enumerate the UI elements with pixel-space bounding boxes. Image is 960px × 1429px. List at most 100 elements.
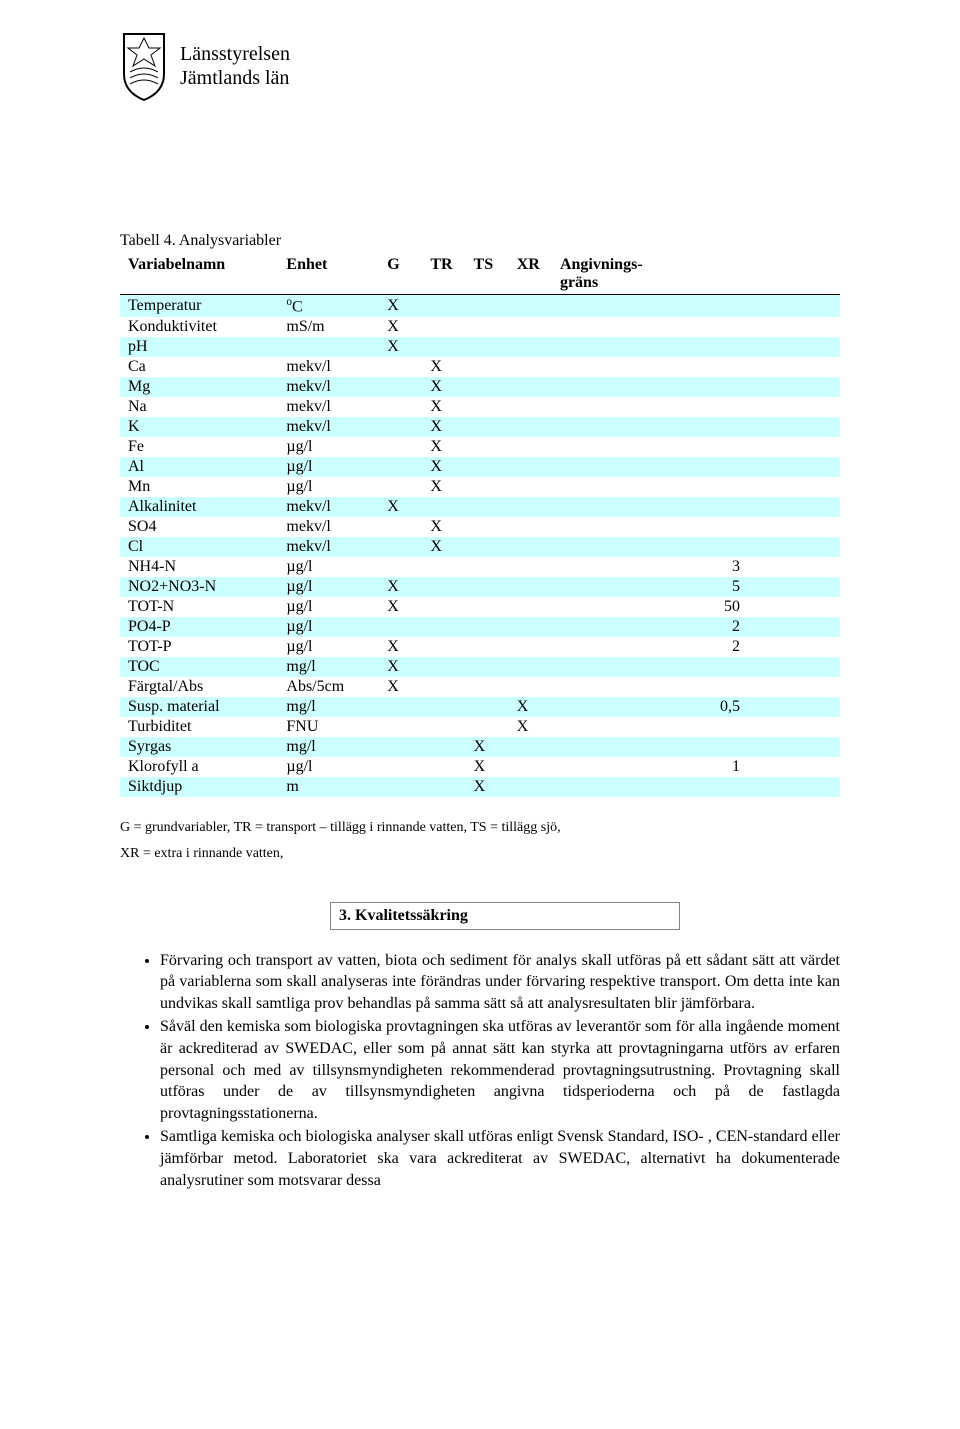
table-cell	[466, 317, 509, 337]
table-cell: X	[379, 497, 422, 517]
table-cell: m	[278, 777, 379, 797]
table-cell	[466, 357, 509, 377]
table-row: Susp. materialmg/lX0,5	[120, 697, 840, 717]
table-cell	[552, 357, 840, 377]
table-cell: X	[422, 517, 465, 537]
table-row: Färgtal/AbsAbs/5cmX	[120, 677, 840, 697]
table-cell: Mg	[120, 377, 278, 397]
table-cell	[552, 295, 840, 318]
table-cell	[422, 295, 465, 318]
table-cell	[509, 377, 552, 397]
table-cell: 5	[552, 577, 840, 597]
table-cell: SO4	[120, 517, 278, 537]
table-cell: µg/l	[278, 617, 379, 637]
table-row: Alµg/lX	[120, 457, 840, 477]
table-cell: X	[379, 577, 422, 597]
table-cell	[379, 537, 422, 557]
table-cell: X	[422, 457, 465, 477]
table-header-row: Variabelnamn Enhet G TR TS XR Angivnings…	[120, 254, 840, 295]
table-cell	[466, 597, 509, 617]
table-cell	[278, 337, 379, 357]
table-cell	[509, 437, 552, 457]
table-cell	[552, 457, 840, 477]
table-cell: X	[379, 337, 422, 357]
table-cell: X	[466, 777, 509, 797]
org-name: Länsstyrelsen Jämtlands län	[180, 42, 290, 90]
table-cell: Cl	[120, 537, 278, 557]
table-cell	[466, 537, 509, 557]
table-cell: TOC	[120, 657, 278, 677]
crest-icon	[120, 30, 168, 102]
table-cell: X	[379, 317, 422, 337]
table-cell	[466, 717, 509, 737]
col-variabelnamn: Variabelnamn	[120, 254, 278, 295]
table-cell	[552, 537, 840, 557]
table-cell	[552, 397, 840, 417]
table-cell: X	[379, 637, 422, 657]
table-cell	[422, 557, 465, 577]
table-cell	[509, 597, 552, 617]
col-xr: XR	[509, 254, 552, 295]
table-cell: 50	[552, 597, 840, 617]
table-cell: X	[379, 295, 422, 318]
section-heading-box: 3. Kvalitetssäkring	[330, 902, 680, 930]
document-header: Länsstyrelsen Jämtlands län	[120, 30, 840, 102]
table-cell: 0,5	[552, 697, 840, 717]
table-cell	[552, 337, 840, 357]
table-cell	[379, 377, 422, 397]
table-cell	[509, 557, 552, 577]
table-cell	[509, 577, 552, 597]
list-item: Såväl den kemiska som biologiska provtag…	[160, 1016, 840, 1124]
table-cell: mekv/l	[278, 497, 379, 517]
table-cell: X	[422, 437, 465, 457]
table-cell: mekv/l	[278, 517, 379, 537]
table-row: Siktdjupm X	[120, 777, 840, 797]
table-cell	[379, 737, 422, 757]
table-cell: X	[422, 477, 465, 497]
table-cell: 1	[552, 757, 840, 777]
table-cell	[466, 397, 509, 417]
table-cell: Turbiditet	[120, 717, 278, 737]
table-cell: X	[422, 397, 465, 417]
table-cell	[466, 517, 509, 537]
table-cell	[509, 737, 552, 757]
table-cell	[422, 337, 465, 357]
table-row: NH4-Nµg/l3	[120, 557, 840, 577]
table-cell: FNU	[278, 717, 379, 737]
table-cell: Siktdjup	[120, 777, 278, 797]
table-cell: mg/l	[278, 697, 379, 717]
table-cell: 2	[552, 617, 840, 637]
table-cell	[422, 697, 465, 717]
table-cell	[552, 777, 840, 797]
table-cell: X	[509, 697, 552, 717]
table-cell	[466, 637, 509, 657]
table-cell: mg/l	[278, 657, 379, 677]
col-g: G	[379, 254, 422, 295]
table-cell	[422, 617, 465, 637]
table-cell	[509, 317, 552, 337]
table-row: TOT-Pµg/lX2	[120, 637, 840, 657]
table-cell	[379, 517, 422, 537]
table-cell: µg/l	[278, 457, 379, 477]
table-cell	[552, 657, 840, 677]
col-angivningsgrans: Angivnings-gräns	[552, 254, 840, 295]
table-cell: PO4-P	[120, 617, 278, 637]
list-item: Förvaring och transport av vatten, biota…	[160, 950, 840, 1015]
table-cell: mS/m	[278, 317, 379, 337]
table-cell: pH	[120, 337, 278, 357]
table-cell	[422, 717, 465, 737]
table-row: Namekv/lX	[120, 397, 840, 417]
table-cell	[422, 597, 465, 617]
table-cell	[422, 757, 465, 777]
table-cell	[422, 657, 465, 677]
table-row: Klorofyll aµg/lX1	[120, 757, 840, 777]
table-cell: X	[379, 597, 422, 617]
table-cell	[379, 457, 422, 477]
table-cell	[552, 317, 840, 337]
table-cell: Abs/5cm	[278, 677, 379, 697]
table-row: TOT-Nµg/lX50	[120, 597, 840, 617]
table-cell	[509, 677, 552, 697]
table-cell	[466, 377, 509, 397]
table-cell	[466, 497, 509, 517]
table-cell: Färgtal/Abs	[120, 677, 278, 697]
